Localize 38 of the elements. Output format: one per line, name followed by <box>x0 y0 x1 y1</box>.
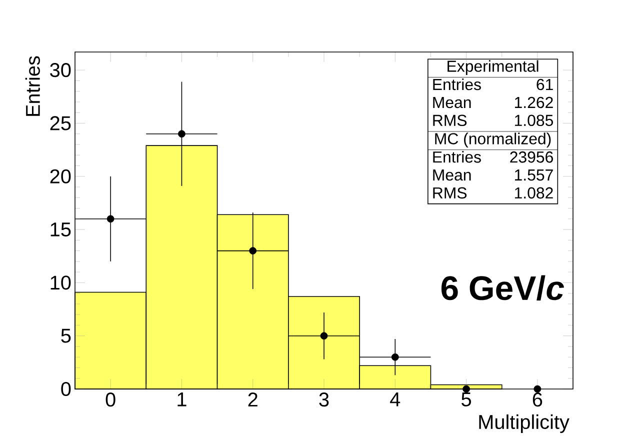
annotation: 1.262 <box>515 96 553 108</box>
annotation: RMS <box>433 187 467 198</box>
x-tick-label: 0 <box>106 392 116 406</box>
point <box>249 246 257 254</box>
annotation: 1.557 <box>515 169 553 180</box>
x-tick-label: 1 <box>178 392 186 406</box>
annotation: Mean <box>433 96 471 108</box>
point <box>462 385 470 393</box>
point <box>391 353 399 361</box>
x-tick-label: 5 <box>462 392 471 406</box>
y-tick-label: 5 <box>61 328 71 343</box>
annotation: Entries <box>433 150 481 163</box>
x-tick-label: 3 <box>319 392 329 406</box>
annotation: MC (normalized) <box>435 132 551 148</box>
x-tick-label: 4 <box>390 392 400 406</box>
x-tick-label: 2 <box>248 392 258 406</box>
point <box>106 215 114 222</box>
annotation: 1.082 <box>515 187 553 198</box>
annotation: 6 GeV/c <box>441 275 564 300</box>
annotation: 1.085 <box>515 114 553 126</box>
y-tick-label: 0 <box>61 382 71 396</box>
annotation: Mean <box>433 169 471 180</box>
x-tick-label: 6 <box>532 392 542 406</box>
annotation: Experimental <box>448 60 538 75</box>
annotation: 61 <box>536 78 553 90</box>
y-tick-label: 30 <box>50 62 71 77</box>
y-tick-label: 25 <box>50 116 71 130</box>
annotation: RMS <box>433 114 467 126</box>
y-tick-label: 20 <box>50 169 71 184</box>
x-axis-title: Multiplicity <box>479 414 570 433</box>
point <box>178 130 186 138</box>
y-tick-label: 10 <box>50 275 71 290</box>
annotation: 23956 <box>510 151 553 163</box>
annotation: Entries <box>433 78 481 90</box>
y-axis-title: Entries <box>25 56 40 116</box>
y-tick-label: 15 <box>50 222 71 236</box>
point <box>534 385 542 393</box>
point <box>320 332 328 340</box>
